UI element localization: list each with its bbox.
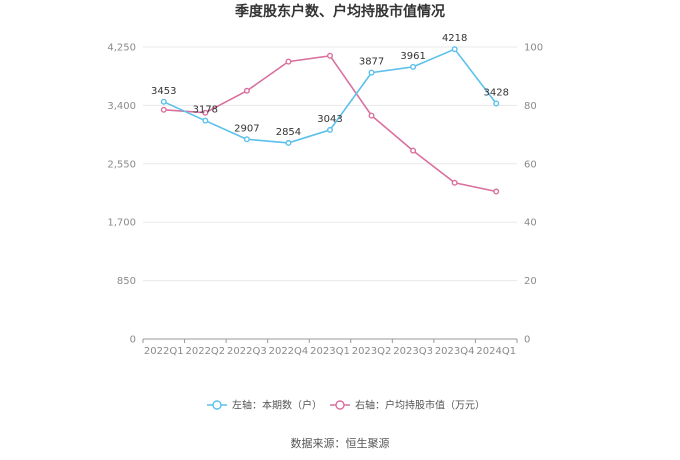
- x-axis-tick-label: 2023Q2: [352, 346, 392, 357]
- data-label: 2907: [234, 123, 259, 134]
- left-axis-tick-label: 0: [130, 335, 136, 346]
- legend-item[interactable]: 右轴：户均持股市值（万元）: [330, 399, 485, 412]
- legend-label: 右轴：户均持股市值（万元）: [355, 399, 485, 412]
- legend-label: 左轴：本期数（户）: [232, 399, 322, 412]
- left-series-point: [410, 63, 417, 70]
- data-label: 3428: [483, 87, 508, 98]
- series-layer: 3453 3178 2907 2854 3043 3877 3961 4218 3428: [151, 33, 509, 195]
- right-series-point: [160, 106, 167, 113]
- legend-marker: [335, 400, 345, 410]
- legend-marker: [212, 400, 222, 410]
- left-axis-tick-label: 3,400: [107, 101, 136, 112]
- x-axis-tick-label: 2024Q1: [476, 346, 516, 357]
- left-axis-tick-label: 850: [117, 276, 136, 287]
- right-axis-tick-label: 60: [524, 159, 537, 170]
- right-series-point: [285, 58, 292, 65]
- right-axis-tick-label: 100: [524, 43, 543, 54]
- left-axis-tick-label: 1,700: [107, 218, 136, 229]
- left-series-point: [243, 136, 250, 143]
- axes: 0 850 1,700 2,550 3,400 4,250 0 20 40 60 80 100 2022…: [107, 43, 543, 358]
- source-note: 数据来源：恒生聚源: [291, 436, 390, 450]
- left-series-point: [368, 69, 375, 76]
- x-axis-tick-label: 2022Q2: [185, 346, 225, 357]
- right-axis-tick-label: 80: [524, 101, 537, 112]
- x-axis-tick-label: 2023Q3: [393, 346, 433, 357]
- right-series-point: [243, 87, 250, 94]
- left-series-point: [285, 139, 292, 146]
- right-series-point: [327, 52, 334, 59]
- left-series-point: [327, 126, 334, 133]
- x-axis-tick-label: 2022Q3: [227, 346, 267, 357]
- data-label: 4218: [442, 33, 467, 44]
- data-label: 3961: [400, 51, 425, 62]
- grid: [143, 46, 517, 282]
- data-label: 3453: [151, 86, 176, 97]
- left-series-point: [451, 46, 458, 53]
- x-axis-tick-label: 2023Q1: [310, 346, 350, 357]
- right-series-point: [451, 179, 458, 186]
- data-label: 3877: [359, 57, 384, 68]
- left-series-point: [493, 100, 500, 107]
- data-label: 2854: [276, 127, 301, 138]
- data-label: 3043: [317, 114, 342, 125]
- right-series-point: [493, 188, 500, 195]
- left-series-point: [202, 117, 209, 124]
- right-axis-tick-label: 40: [524, 218, 537, 229]
- left-series-point: [160, 98, 167, 105]
- legend[interactable]: 左轴：本期数（户） 右轴：户均持股市值（万元）: [207, 399, 485, 412]
- left-axis-tick-label: 2,550: [107, 159, 136, 170]
- right-series-point: [410, 147, 417, 154]
- right-series-point: [368, 112, 375, 119]
- x-axis-tick-label: 2022Q1: [144, 346, 184, 357]
- data-label: 3178: [193, 105, 218, 116]
- right-axis-tick-label: 20: [524, 276, 537, 287]
- legend-item[interactable]: 左轴：本期数（户）: [207, 399, 322, 412]
- right-series-point: [202, 109, 209, 116]
- right-axis-tick-label: 0: [524, 335, 530, 346]
- x-axis-tick-label: 2022Q4: [269, 346, 309, 357]
- left-axis-tick-label: 4,250: [107, 43, 136, 54]
- chart-title: 季度股东户数、户均持股市值情况: [234, 3, 445, 20]
- x-axis-tick-label: 2023Q4: [435, 346, 475, 357]
